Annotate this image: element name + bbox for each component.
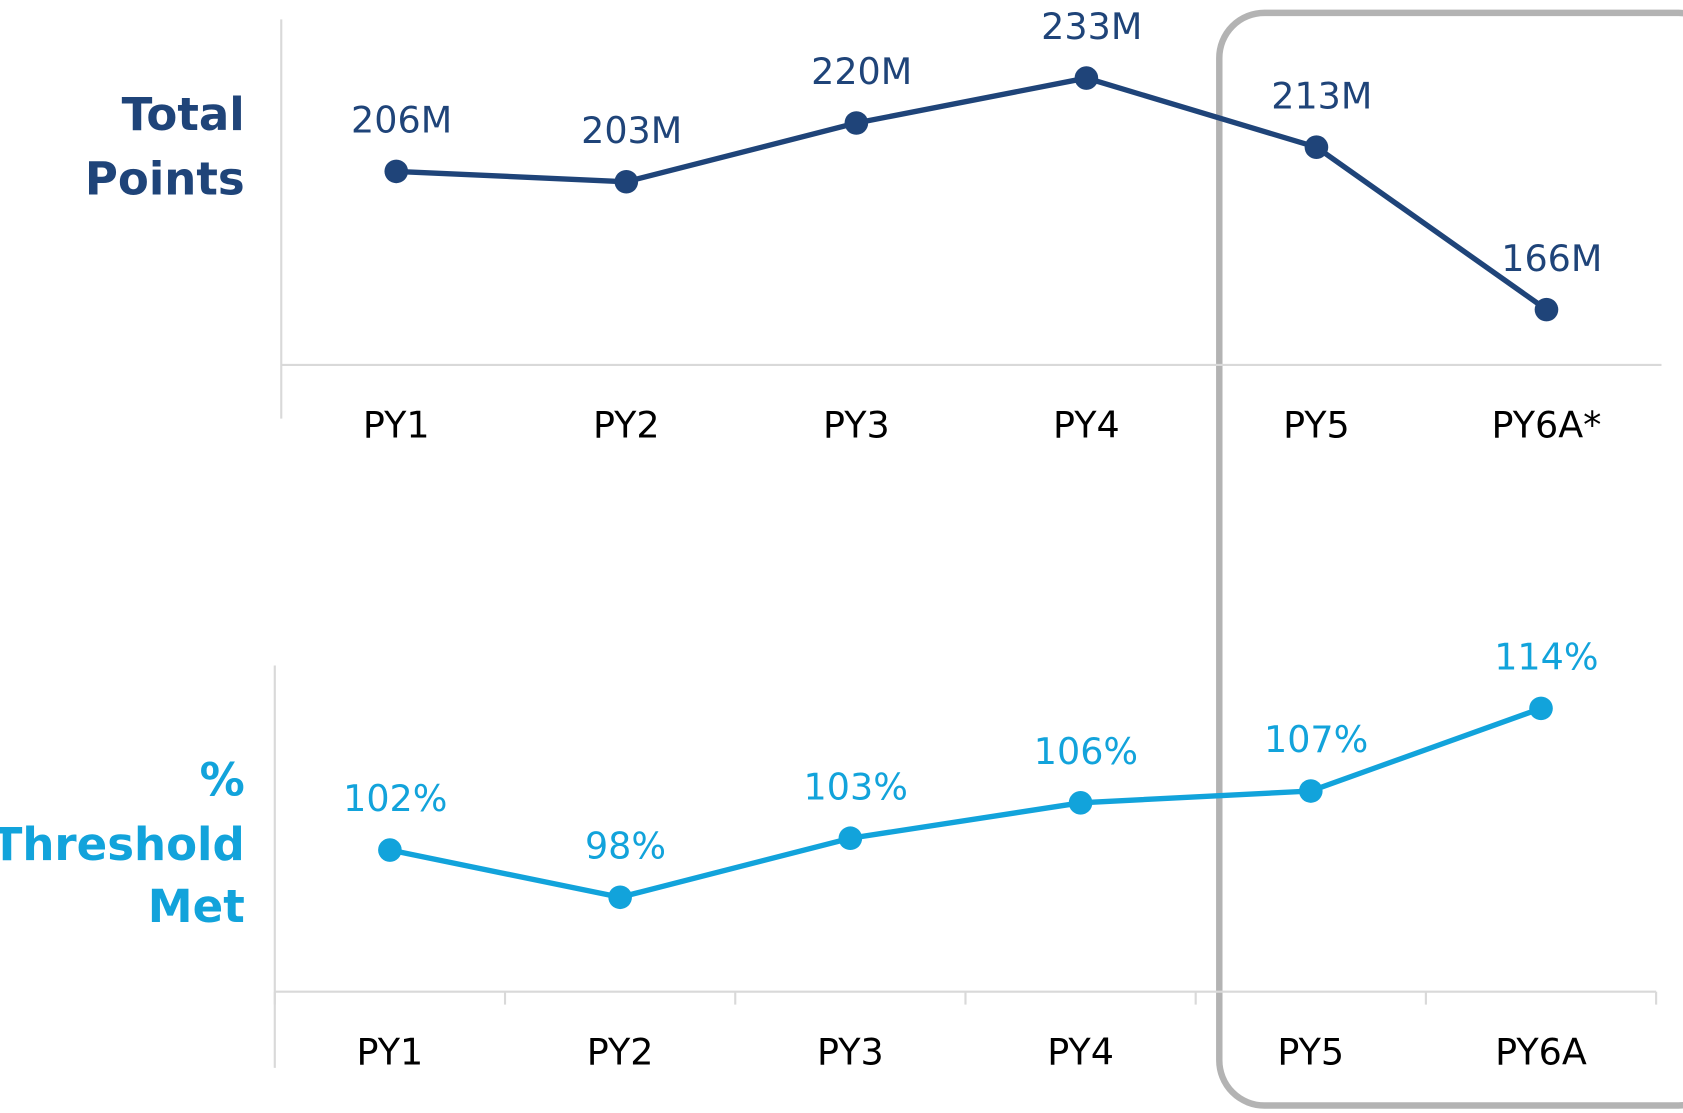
data-point	[608, 885, 632, 910]
data-point	[384, 159, 409, 184]
data-label: 103%	[804, 765, 908, 808]
data-point	[378, 838, 402, 862]
data-label: 166M	[1501, 237, 1602, 280]
data-point	[1068, 791, 1093, 815]
highlight-frame	[1216, 9, 1683, 1109]
y-axis-label: Points	[85, 152, 245, 205]
y-axis-label: %	[200, 754, 245, 807]
data-point	[1074, 66, 1099, 90]
series-line	[396, 75, 1549, 312]
x-tick-label: PY6A	[1495, 1030, 1587, 1073]
data-point	[614, 169, 639, 194]
data-label: 114%	[1494, 635, 1598, 678]
data-label: 98%	[585, 824, 666, 867]
data-label: 233M	[1041, 5, 1142, 48]
y-axis-label: Total	[122, 88, 245, 141]
data-point	[838, 826, 863, 851]
data-label: 102%	[343, 777, 447, 820]
x-tick-label: PY2	[587, 1030, 654, 1073]
x-tick-label: PY3	[823, 404, 890, 447]
x-tick-label: PY1	[363, 404, 430, 447]
series-line	[389, 705, 1542, 901]
x-tick-label: PY5	[1283, 404, 1350, 447]
x-tick-label: PY1	[357, 1030, 424, 1073]
y-axis-label: Threshold	[0, 818, 245, 871]
data-label: 106%	[1034, 730, 1138, 773]
data-point	[1298, 779, 1323, 803]
data-point	[1529, 696, 1553, 721]
data-point	[1534, 297, 1559, 322]
data-point	[844, 111, 869, 135]
x-tick-label: PY5	[1277, 1030, 1344, 1073]
y-axis-label: Met	[148, 880, 245, 933]
x-tick-label: PY3	[817, 1030, 884, 1073]
data-label: 213M	[1271, 74, 1372, 117]
data-label: 203M	[581, 109, 682, 152]
data-label: 220M	[811, 50, 912, 93]
data-label: 206M	[351, 99, 452, 142]
x-tick-label: PY6A*	[1492, 404, 1602, 447]
x-tick-label: PY4	[1053, 404, 1120, 447]
x-tick-label: PY2	[593, 404, 660, 447]
x-tick-label: PY4	[1047, 1030, 1114, 1073]
data-point	[1304, 135, 1329, 159]
data-label: 107%	[1264, 718, 1368, 761]
